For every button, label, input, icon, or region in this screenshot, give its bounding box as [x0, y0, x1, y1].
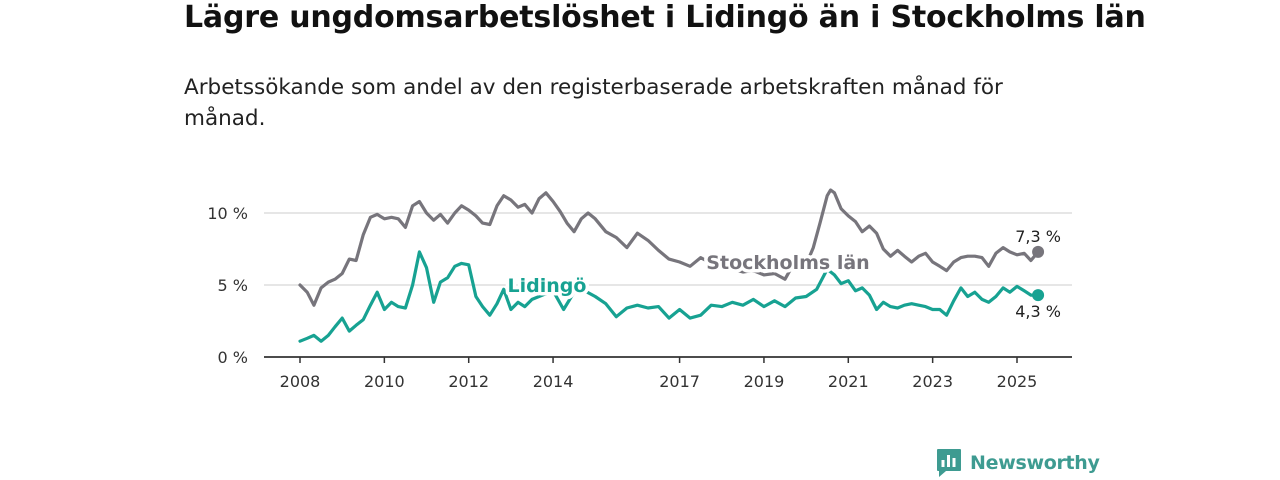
- chart-title: Lägre ungdomsarbetslöshet i Lidingö än i…: [184, 0, 1146, 35]
- series-name-label-halo: Stockholms län: [706, 252, 869, 274]
- series-line-stockholms-lan: [298, 188, 1040, 307]
- series-end-value-label: 4,3 %: [1015, 302, 1061, 321]
- y-tick-label: 0 %: [218, 348, 248, 367]
- x-tick-label: 2021: [828, 372, 869, 391]
- newsworthy-chart-bubble-icon: [937, 449, 961, 477]
- newsworthy-logo: Newsworthy: [936, 448, 1100, 478]
- y-tick-label: 10 %: [207, 204, 248, 223]
- x-tick-label: 2019: [744, 372, 785, 391]
- series-line-lidingo: [298, 250, 1040, 343]
- y-axis-ticks: 0 % 5 % 10 %: [207, 204, 248, 367]
- x-tick-label: 2010: [364, 372, 405, 391]
- y-tick-label: 5 %: [218, 276, 248, 295]
- brand-name: Newsworthy: [970, 452, 1100, 474]
- x-tick-label: 2023: [912, 372, 953, 391]
- series-end-dot: [1032, 245, 1045, 258]
- series-name-label: Stockholms län: [706, 252, 869, 274]
- chart-subtitle: Arbetssökande som andel av den registerb…: [184, 75, 1003, 131]
- series-end-dot: [1032, 289, 1045, 302]
- x-tick-label: 2025: [997, 372, 1038, 391]
- x-tick-label: 2012: [448, 372, 489, 391]
- series-end-value-label: 7,3 %: [1015, 227, 1061, 246]
- x-axis: 2008 2010 2012 2014 2017 2019 2021 2023 2025: [264, 356, 1072, 391]
- series-name-label-halo: Lidingö: [508, 275, 587, 297]
- gridlines: [264, 212, 1072, 286]
- series-name-label: Lidingö: [508, 275, 587, 297]
- x-tick-label: 2008: [280, 372, 321, 391]
- x-tick-label: 2014: [533, 372, 574, 391]
- series-lines: [298, 188, 1045, 343]
- x-tick-label: 2017: [659, 372, 700, 391]
